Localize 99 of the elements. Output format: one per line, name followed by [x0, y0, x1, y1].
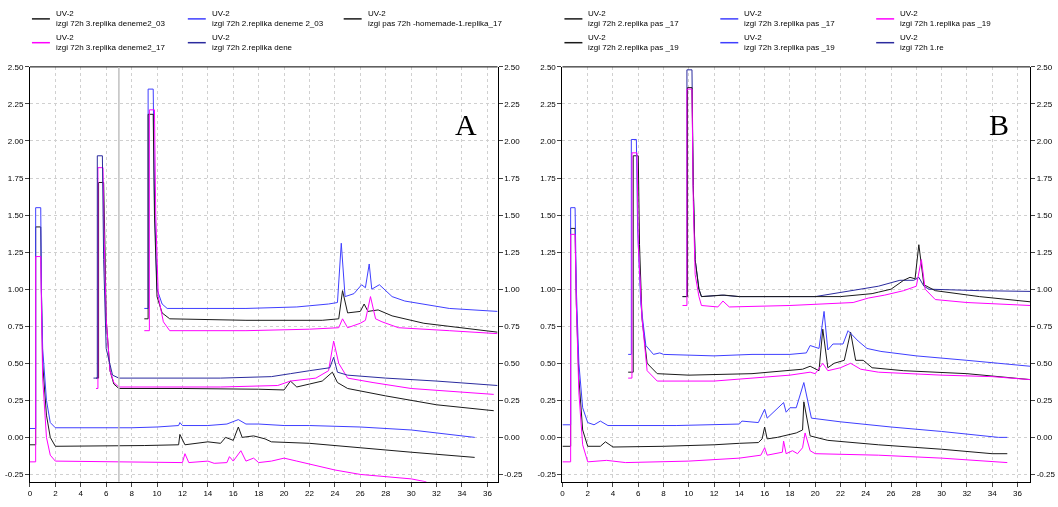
y-tick-label: 0.00	[7, 433, 24, 443]
annotation: A	[455, 108, 477, 141]
x-tick-label: 6	[636, 489, 642, 499]
y2-tick-label: 1.50	[1036, 210, 1053, 220]
y2-tick-label: 0.75	[1036, 322, 1053, 332]
y-tick-label: 1.75	[7, 173, 24, 183]
x-tick-label: 4	[78, 489, 84, 499]
x-tick-label: 36	[1012, 489, 1023, 499]
y-tick-label: 2.50	[7, 62, 24, 72]
x-tick-label: 0	[27, 489, 33, 499]
y-tick-label: 0.25	[540, 396, 557, 406]
y2-tick-label: 1.25	[504, 247, 521, 257]
y-tick-label: 2.50	[540, 62, 557, 72]
x-tick-label: 20	[279, 489, 290, 499]
y-tick-label: 2.25	[7, 99, 24, 109]
x-tick-label: 30	[406, 489, 417, 499]
x-tick-label: 28	[911, 489, 922, 499]
y-tick-label: 1.25	[540, 247, 557, 257]
x-tick-label: 12	[709, 489, 720, 499]
x-tick-label: 20	[810, 489, 821, 499]
y-tick-label: 1.50	[540, 210, 557, 220]
y-tick-label: 1.00	[540, 284, 557, 294]
legend-label: UV-2 izgi 72h 1.replika pas _19	[900, 9, 992, 29]
y-tick-label: 1.25	[7, 247, 24, 257]
x-tick-label: 12	[177, 489, 188, 499]
y2-tick-label: 2.25	[504, 99, 521, 109]
y2-tick-label: 1.25	[1036, 247, 1053, 257]
y2-tick-label: 1.50	[504, 210, 521, 220]
y-tick-label: 0.25	[7, 396, 24, 406]
legend-label: UV-2 izgi pas 72h -homemade-1.replika_17	[368, 9, 503, 29]
legend-label: UV-2 izgi 72h 3.replika pas _19	[744, 33, 836, 53]
y2-tick-label: 0.25	[504, 396, 521, 406]
x-tick-label: 32	[432, 489, 442, 499]
x-tick-label: 16	[760, 489, 770, 499]
y2-tick-label: 1.75	[1036, 173, 1053, 183]
legend-label: UV-2 izgi 72h 2.replika pas _19	[588, 33, 680, 53]
y2-tick-label: 2.50	[1036, 62, 1053, 72]
y2-tick-label: 2.00	[504, 136, 521, 146]
y2-tick-label: 0.50	[1036, 359, 1053, 369]
annotation: B	[989, 108, 1010, 141]
legend-label: UV-2 izgi 72h 3.replika deneme2_17	[56, 33, 166, 53]
y2-tick-label: 0.00	[504, 433, 521, 443]
x-tick-label: 2	[53, 489, 59, 499]
y2-tick-label: 0.00	[1036, 433, 1053, 443]
y2-tick-label: 2.00	[1036, 136, 1053, 146]
y-tick-label: 1.75	[540, 173, 557, 183]
y2-tick-label: 0.75	[504, 322, 521, 332]
x-tick-label: 8	[129, 489, 135, 499]
x-tick-label: 18	[785, 489, 795, 499]
x-tick-label: 2	[585, 489, 591, 499]
y-tick-label: 0.00	[540, 433, 557, 443]
y-tick-label: 1.50	[7, 210, 24, 220]
x-tick-label: 0	[560, 489, 566, 499]
x-tick-label: 14	[734, 489, 745, 499]
x-tick-label: 24	[330, 489, 340, 499]
x-tick-label: 18	[254, 489, 264, 499]
legend-label: UV-2 izgi 72h 3.replika pas _17	[744, 9, 836, 29]
x-tick-label: 6	[103, 489, 109, 499]
y-tick-label: 2.00	[540, 136, 557, 146]
legend-label: UV-2 izgi 72h 1.re	[900, 33, 945, 53]
x-tick-label: 10	[152, 489, 163, 499]
x-tick-label: 34	[987, 489, 998, 499]
y-tick-label: 1.00	[7, 284, 24, 294]
y2-tick-label: 1.00	[1036, 284, 1053, 294]
x-tick-label: 14	[203, 489, 213, 499]
legend-label: UV-2 izgi 72h 2.replika deneme 2_03	[212, 9, 324, 29]
y-tick-label: 0.75	[540, 322, 557, 332]
x-tick-label: 8	[661, 489, 667, 499]
y-tick-label: 2.25	[540, 99, 557, 109]
y2-tick-label: 0.50	[504, 359, 521, 369]
x-tick-label: 36	[482, 489, 493, 499]
x-tick-label: 22	[305, 489, 315, 499]
y2-tick-label: 2.25	[1036, 99, 1053, 109]
y-tick-label: -0.25	[5, 470, 24, 480]
x-tick-label: 30	[937, 489, 947, 499]
x-tick-label: 10	[684, 489, 694, 499]
y2-tick-label: 1.00	[504, 284, 521, 294]
y2-tick-label: 0.25	[1036, 396, 1053, 406]
x-tick-label: 4	[610, 489, 616, 499]
y-tick-label: 0.75	[7, 322, 24, 332]
x-tick-label: 34	[457, 489, 467, 499]
y-tick-label: 0.50	[540, 359, 557, 369]
y2-tick-label: 1.75	[504, 173, 521, 183]
x-tick-label: 16	[228, 489, 239, 499]
y-tick-label: -0.25	[537, 470, 557, 480]
x-tick-label: 22	[836, 489, 846, 499]
y-tick-label: 0.50	[7, 359, 24, 369]
y2-tick-label: -0.25	[1036, 470, 1056, 480]
y2-tick-label: -0.25	[504, 470, 523, 480]
x-tick-label: 24	[861, 489, 871, 499]
y2-tick-label: 2.50	[504, 62, 521, 72]
x-tick-label: 26	[355, 489, 366, 499]
y-tick-label: 2.00	[7, 136, 24, 146]
x-tick-label: 28	[381, 489, 391, 499]
legend-label: UV-2 izgi 72h 3.replika deneme2_03	[56, 9, 166, 29]
legend-label: UV-2 izgi 72h 2.replika pas _17	[588, 9, 680, 29]
legend-label: UV-2 izgi 72h 2.replika dene	[212, 33, 293, 53]
x-tick-label: 26	[886, 489, 897, 499]
x-tick-label: 32	[962, 489, 972, 499]
